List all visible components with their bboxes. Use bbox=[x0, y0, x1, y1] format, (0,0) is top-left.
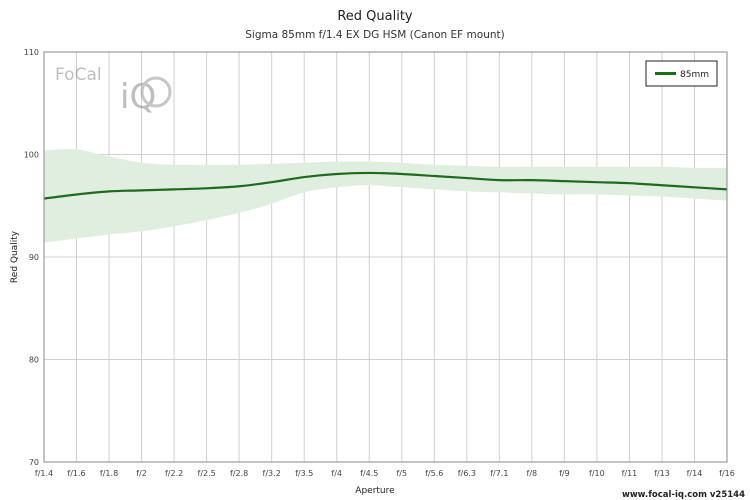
x-tick-label: f/8 bbox=[527, 469, 538, 478]
x-tick-label: f/6.3 bbox=[458, 469, 476, 478]
x-tick-label: f/7.1 bbox=[490, 469, 508, 478]
x-tick-label: f/3.5 bbox=[295, 469, 313, 478]
chart-subtitle: Sigma 85mm f/1.4 EX DG HSM (Canon EF mou… bbox=[245, 29, 504, 41]
lens-ring-icon bbox=[140, 76, 172, 108]
plot-frame bbox=[43, 51, 728, 463]
y-tick-label: 80 bbox=[29, 356, 39, 365]
x-tick-label: f/4.5 bbox=[360, 469, 378, 478]
x-tick-label: f/11 bbox=[622, 469, 638, 478]
x-tick-label: f/14 bbox=[687, 469, 703, 478]
y-tick-label: 70 bbox=[29, 458, 39, 467]
y-tick-label: 100 bbox=[24, 151, 39, 160]
logo-brand: FoCal bbox=[55, 65, 102, 85]
x-tick-label: f/10 bbox=[589, 469, 605, 478]
footer-credit: www.focal-iq.com v25144 bbox=[622, 490, 745, 500]
chart-title: Red Quality bbox=[337, 9, 413, 24]
y-tick-label: 110 bbox=[24, 48, 39, 57]
series-line bbox=[43, 171, 728, 200]
x-tick-label: f/4 bbox=[331, 469, 342, 478]
x-tick-label: f/1.8 bbox=[100, 469, 118, 478]
x-axis-label: Aperture bbox=[355, 486, 395, 496]
x-tick-label: f/2 bbox=[136, 469, 147, 478]
x-tick-label: f/1.6 bbox=[67, 469, 85, 478]
legend[interactable]: 85mm bbox=[645, 60, 718, 87]
focal-iq-logo: FoCal iQ bbox=[55, 65, 172, 117]
logo-mark: iQ bbox=[120, 77, 156, 117]
x-tick-label: f/2.8 bbox=[230, 469, 248, 478]
x-tick-labels: f/1.4 f/1.6 f/1.8 f/2 f/2.2 f/2.5 f/2.8 f/3.2 f/… bbox=[35, 469, 735, 478]
y-axis-label: Red Quality bbox=[10, 230, 20, 283]
confidence-band bbox=[44, 149, 727, 243]
y-tick-label: 90 bbox=[29, 253, 39, 262]
legend-label: 85mm bbox=[680, 70, 709, 80]
x-tick-label: f/16 bbox=[719, 469, 735, 478]
x-tick-label: f/9 bbox=[559, 469, 570, 478]
series-band bbox=[44, 149, 727, 243]
x-tick-label: f/1.4 bbox=[35, 469, 53, 478]
y-tick-labels: 70 80 90 100 110 bbox=[24, 48, 39, 467]
x-tick-label: f/2.2 bbox=[165, 469, 183, 478]
x-tick-label: f/5 bbox=[396, 469, 407, 478]
x-tick-label: f/2.5 bbox=[198, 469, 216, 478]
x-tick-label: f/13 bbox=[654, 469, 670, 478]
series-lines bbox=[43, 171, 728, 200]
x-tick-label: f/3.2 bbox=[263, 469, 281, 478]
x-tick-label: f/5.6 bbox=[425, 469, 443, 478]
